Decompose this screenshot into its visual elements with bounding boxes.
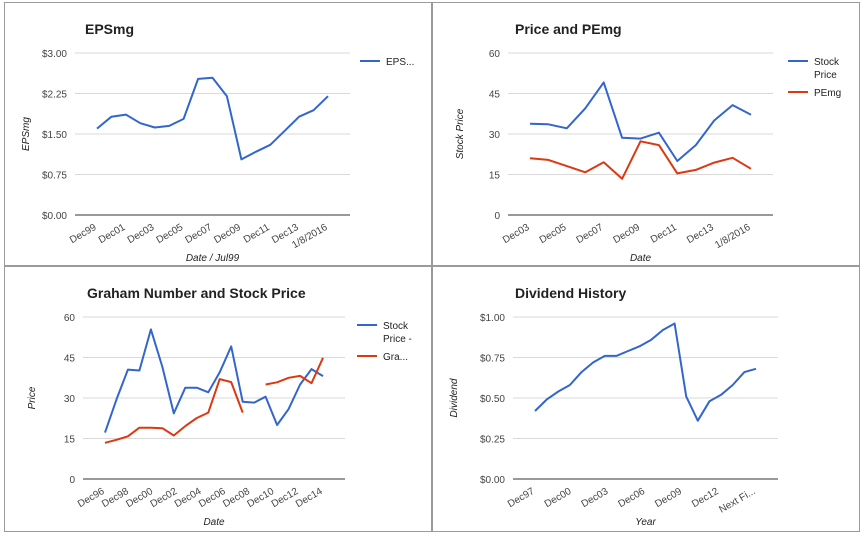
x-tick-label: Dec05 xyxy=(538,222,569,246)
legend-label: Stock xyxy=(383,321,409,332)
y-axis-label: Stock Price xyxy=(455,108,466,159)
x-tick-label: Dec09 xyxy=(611,222,642,246)
series-line-2 xyxy=(529,140,752,180)
x-axis-label: Date xyxy=(203,517,225,528)
x-tick-label: Dec02 xyxy=(149,486,180,510)
x-tick-label: Dec05 xyxy=(155,222,186,246)
y-tick-label: 60 xyxy=(489,49,501,60)
series-line-1 xyxy=(104,328,324,433)
legend-label: Stock xyxy=(814,57,840,68)
y-tick-label: 15 xyxy=(64,435,76,446)
y-tick-label: 60 xyxy=(64,313,76,324)
y-tick-label: $1.50 xyxy=(42,130,67,141)
x-tick-label: Dec04 xyxy=(173,486,204,510)
y-tick-label: 30 xyxy=(64,394,76,405)
y-tick-label: $0.00 xyxy=(42,211,67,222)
x-tick-label: Dec12 xyxy=(270,486,301,510)
chart-title: Graham Number and Stock Price xyxy=(87,285,306,301)
x-tick-label: Dec09 xyxy=(212,222,243,246)
chart-eps-svg: EPSmg $0.00 $0.75 $1.50 $2.25 $3.00 EPSmg Dec99… xyxy=(21,21,414,264)
legend-label: Gra... xyxy=(383,352,408,363)
x-tick-label: Dec07 xyxy=(183,222,214,246)
x-tick-label: Dec14 xyxy=(294,486,325,510)
x-axis-label: Date xyxy=(630,253,652,264)
x-tick-label: Dec03 xyxy=(501,222,532,246)
chart-graham-svg: Graham Number and Stock Price 0 15 30 45 60 Pr… xyxy=(27,285,412,528)
legend-label: Price xyxy=(814,70,837,81)
series-line-1 xyxy=(529,81,752,162)
chart-panel-price-pe: Price and PEmg 0 15 30 45 60 Stock Price Dec03 D… xyxy=(432,2,860,266)
chart-panel-graham: Graham Number and Stock Price 0 15 30 45 60 Pr… xyxy=(4,266,432,532)
x-axis-label: Date / Jul99 xyxy=(186,253,240,264)
y-tick-label: 0 xyxy=(69,475,75,486)
y-axis-label: Dividend xyxy=(449,378,460,417)
legend-label: PEmg xyxy=(814,88,841,99)
x-tick-label: Dec06 xyxy=(616,486,647,510)
chart-panel-eps: EPSmg $0.00 $0.75 $1.50 $2.25 $3.00 EPSmg Dec99… xyxy=(4,2,432,266)
series-line-1 xyxy=(96,76,329,161)
series-line-1 xyxy=(534,322,757,422)
x-tick-label: Dec03 xyxy=(580,486,611,510)
x-tick-label: Dec00 xyxy=(124,486,155,510)
chart-panel-dividend: Dividend History $0.00 $0.25 $0.50 $0.75 $1.0… xyxy=(432,266,860,532)
chart-title: Dividend History xyxy=(515,285,626,301)
x-tick-label: Dec11 xyxy=(649,222,679,246)
x-tick-label: 1/8/2016 xyxy=(713,222,753,251)
x-axis-label: Year xyxy=(635,517,656,528)
x-tick-label: Dec03 xyxy=(126,222,157,246)
x-tick-label: Dec13 xyxy=(685,222,716,246)
x-tick-label: Dec97 xyxy=(506,486,537,510)
chart-title: Price and PEmg xyxy=(515,21,622,37)
y-axis-label: EPSmg xyxy=(21,117,32,151)
x-tick-label: Dec09 xyxy=(653,486,684,510)
y-axis-label: Price xyxy=(27,386,38,409)
chart-title: EPSmg xyxy=(85,21,134,37)
legend-label: EPS... xyxy=(386,57,414,68)
x-tick-label: Dec99 xyxy=(68,222,99,246)
y-tick-label: $3.00 xyxy=(42,49,67,60)
y-tick-label: 30 xyxy=(489,130,501,141)
y-tick-label: $0.00 xyxy=(480,475,505,486)
y-tick-label: $0.25 xyxy=(480,435,505,446)
y-tick-label: $0.50 xyxy=(480,394,505,405)
chart-dividend-svg: Dividend History $0.00 $0.25 $0.50 $0.75 $1.0… xyxy=(449,285,778,528)
x-tick-label: Dec11 xyxy=(242,222,272,246)
x-tick-label: Dec98 xyxy=(100,486,131,510)
y-tick-label: 45 xyxy=(489,90,501,101)
x-tick-label: Dec96 xyxy=(76,486,107,510)
series-line-2 xyxy=(265,357,324,386)
legend-label: Price - xyxy=(383,334,412,345)
y-tick-label: $1.00 xyxy=(480,313,505,324)
x-tick-label: Dec08 xyxy=(221,486,252,510)
y-tick-label: $0.75 xyxy=(480,354,505,365)
x-tick-label: Dec07 xyxy=(575,222,606,246)
y-tick-label: $0.75 xyxy=(42,171,67,182)
y-tick-label: $2.25 xyxy=(42,90,67,101)
x-tick-label: Next Fi... xyxy=(717,486,757,516)
y-tick-label: 45 xyxy=(64,354,76,365)
x-tick-label: Dec06 xyxy=(197,486,228,510)
y-tick-label: 15 xyxy=(489,171,501,182)
x-tick-label: Dec00 xyxy=(543,486,574,510)
x-tick-label: Dec01 xyxy=(97,222,128,246)
series-line-2 xyxy=(104,378,244,444)
x-tick-label: Dec10 xyxy=(246,486,277,510)
y-tick-label: 0 xyxy=(494,211,500,222)
